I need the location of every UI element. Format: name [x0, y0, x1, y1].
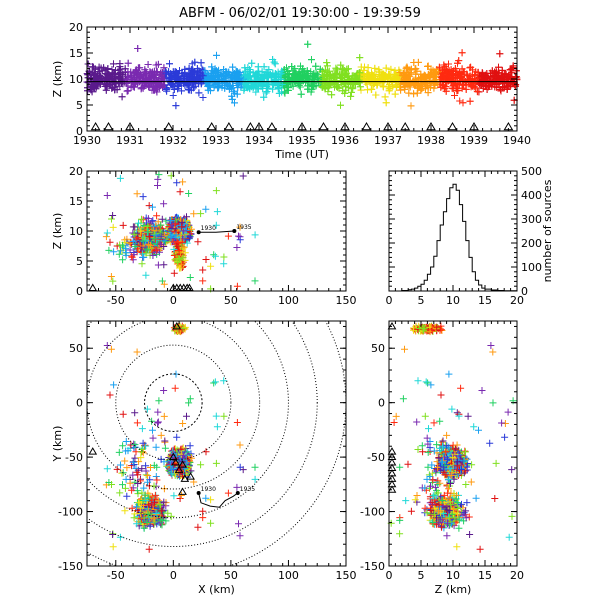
source-point-marker [405, 89, 413, 97]
source-point-marker [466, 97, 474, 105]
source-point-marker [371, 64, 379, 72]
source-point-marker [356, 54, 364, 62]
source-point-marker [382, 99, 390, 107]
source-point-marker [364, 86, 371, 94]
source-point-marker [459, 99, 467, 107]
source-point-marker [337, 101, 344, 109]
source-point-marker [166, 60, 173, 68]
source-point-marker [473, 88, 481, 96]
source-point-marker [254, 63, 262, 71]
source-point-marker [347, 92, 355, 100]
source-point-marker [323, 59, 331, 67]
source-point-marker [169, 92, 177, 99]
source-point-marker [172, 102, 180, 110]
scatter-points-layer [83, 40, 521, 553]
source-point-marker [118, 93, 126, 101]
time-height-points [83, 40, 521, 110]
source-point-marker [391, 90, 399, 98]
source-point-marker [414, 58, 422, 66]
source-point-marker [357, 86, 365, 94]
source-point-marker [199, 94, 207, 101]
source-point-marker [458, 49, 466, 57]
source-point-marker [144, 61, 152, 68]
source-point-marker [308, 56, 315, 64]
source-point-marker [407, 102, 415, 110]
source-point-marker [195, 89, 203, 97]
source-point-marker [328, 91, 336, 99]
source-point-marker [312, 62, 320, 70]
source-point-marker [197, 59, 205, 67]
source-point-marker [134, 45, 142, 52]
source-point-marker [496, 50, 504, 58]
source-point-marker [456, 97, 464, 105]
source-point-marker [123, 87, 131, 95]
source-point-marker [110, 60, 117, 68]
source-point-marker [382, 64, 390, 72]
source-point-marker [124, 59, 132, 67]
source-point-marker [213, 51, 220, 59]
source-point-marker [127, 83, 135, 91]
source-point-marker [372, 91, 380, 99]
figure-title: ABFM - 06/02/01 19:30:00 - 19:39:59 [179, 6, 421, 21]
source-point-marker [381, 93, 389, 101]
source-point-marker [297, 90, 305, 98]
source-point-marker [410, 90, 418, 98]
source-point-marker [304, 40, 312, 48]
source-point-marker [248, 59, 256, 67]
